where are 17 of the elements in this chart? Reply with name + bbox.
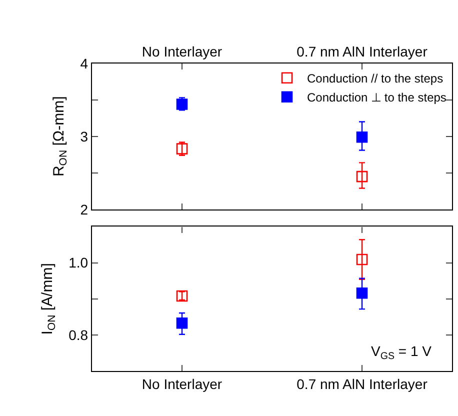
- y-tick-label: 4: [80, 55, 88, 72]
- y-tick-label: 1.0: [68, 254, 88, 271]
- x-tick-label: No Interlayer: [142, 44, 222, 60]
- point: [356, 254, 368, 266]
- legend-label: Conduction ⊥ to the steps: [307, 90, 446, 105]
- x-tick-label: 0.7 nm AlN Interlayer: [296, 376, 428, 392]
- y-tick-label: 3: [80, 128, 88, 144]
- y-tick-label: 2: [80, 201, 88, 218]
- x-tick-label: No Interlayer: [142, 376, 222, 392]
- point: [176, 317, 188, 329]
- x-tick-label: 0.7 nm AlN Interlayer: [296, 44, 428, 60]
- point: [356, 170, 368, 182]
- annotation: V$_{GS}$ = 1 V: [371, 343, 432, 362]
- legend-label: Conduction // to the steps: [307, 72, 444, 86]
- y-tick-label: 0.8: [68, 326, 88, 343]
- point: [356, 131, 368, 143]
- point: [356, 287, 368, 299]
